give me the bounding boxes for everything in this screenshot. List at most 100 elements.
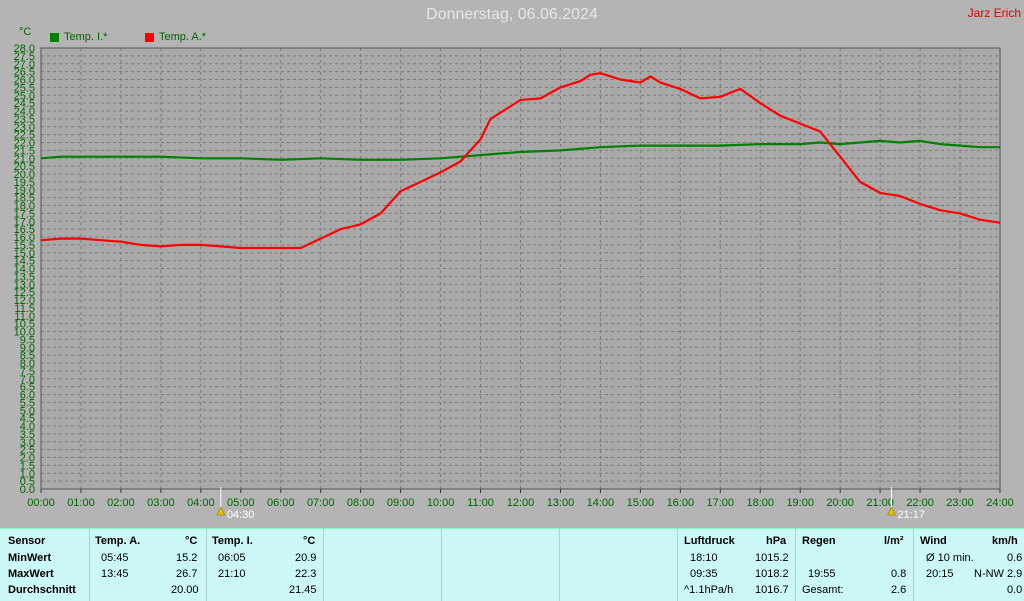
temp-a-min-value: 15.2 bbox=[176, 552, 198, 564]
header-temp-i-unit: °C bbox=[303, 535, 316, 547]
y-tick-label: 10.5 bbox=[14, 319, 35, 331]
y-tick-label: 17.0 bbox=[14, 216, 35, 228]
y-tick-label: 18.0 bbox=[14, 201, 35, 213]
x-tick-label: 07:00 bbox=[307, 497, 335, 509]
y-tick-label: 27.5 bbox=[14, 51, 35, 63]
y-tick-label: 18.5 bbox=[14, 193, 35, 205]
y-tick-label: 0.0 bbox=[20, 484, 35, 496]
x-tick-label: 19:00 bbox=[786, 497, 814, 509]
luftdruck-avg-value: 1016.7 bbox=[755, 584, 789, 596]
x-tick-label: 08:00 bbox=[347, 497, 375, 509]
y-tick-label: 1.0 bbox=[20, 468, 35, 480]
luftdruck-min-value: 1015.2 bbox=[755, 552, 789, 564]
y-tick-label: 25.5 bbox=[14, 82, 35, 94]
x-tick-label: 06:00 bbox=[267, 497, 295, 509]
y-tick-label: 19.5 bbox=[14, 177, 35, 189]
table-divider bbox=[206, 529, 207, 601]
y-tick-label: 26.5 bbox=[14, 67, 35, 79]
y-tick-label: 10.0 bbox=[14, 327, 35, 339]
y-tick-label: 22.5 bbox=[14, 130, 35, 142]
y-tick-label: 9.5 bbox=[20, 334, 35, 346]
y-tick-label: 2.0 bbox=[20, 453, 35, 465]
x-tick-label: 10:00 bbox=[427, 497, 455, 509]
x-tick-label: 17:00 bbox=[707, 497, 735, 509]
legend-swatch-green-icon bbox=[50, 32, 59, 42]
wind-max-time: 20:15 bbox=[926, 568, 954, 580]
y-tick-label: 3.0 bbox=[20, 437, 35, 449]
temp-a-avg-value: 20.00 bbox=[171, 584, 199, 596]
y-tick-label: 6.0 bbox=[20, 390, 35, 402]
row-label-max: MaxWert bbox=[8, 568, 54, 580]
header-sensor: Sensor bbox=[8, 535, 46, 547]
y-tick-label: 20.5 bbox=[14, 161, 35, 173]
legend-item-temp-a: Temp. A.* bbox=[145, 31, 206, 43]
luftdruck-trend: ^1.1hPa/h bbox=[684, 584, 734, 596]
temperature-chart: 0.00.51.01.52.02.53.03.54.04.55.05.56.06… bbox=[14, 43, 1014, 521]
y-tick-label: 12.5 bbox=[14, 287, 35, 299]
x-tick-label: 22:00 bbox=[906, 497, 934, 509]
x-tick-label: 12:00 bbox=[507, 497, 535, 509]
x-tick-label: 11:00 bbox=[467, 497, 494, 509]
legend-label-temp-i: Temp. I.* bbox=[64, 31, 108, 43]
header-regen: Regen bbox=[802, 535, 836, 547]
x-tick-label: 18:00 bbox=[746, 497, 774, 509]
author-label: Jarz Erich bbox=[967, 6, 1021, 20]
x-tick-label: 05:00 bbox=[227, 497, 255, 509]
x-tick-label: 14:00 bbox=[587, 497, 615, 509]
y-tick-label: 16.5 bbox=[14, 224, 35, 236]
header-temp-i: Temp. I. bbox=[212, 535, 253, 547]
luftdruck-max-time: 09:35 bbox=[690, 568, 718, 580]
y-tick-label: 24.0 bbox=[14, 106, 35, 118]
header-luftdruck-unit: hPa bbox=[766, 535, 787, 547]
y-tick-label: 22.0 bbox=[14, 138, 35, 150]
y-tick-label: 5.0 bbox=[20, 405, 35, 417]
wind-max-value: N-NW 2.9 bbox=[974, 568, 1023, 580]
y-tick-label: 9.0 bbox=[20, 342, 35, 354]
y-tick-label: 21.0 bbox=[14, 153, 35, 165]
y-tick-label: 7.0 bbox=[20, 374, 35, 386]
y-tick-label: 15.5 bbox=[14, 240, 35, 252]
header-regen-unit: l/m² bbox=[884, 535, 904, 547]
x-tick-label: 24:00 bbox=[986, 497, 1014, 509]
regen-total-label: Gesamt: bbox=[802, 584, 844, 596]
y-tick-label: 15.0 bbox=[14, 248, 35, 260]
y-tick-label: 23.5 bbox=[14, 114, 35, 126]
sunset-marker-time: 21:17 bbox=[897, 509, 925, 521]
table-divider bbox=[795, 529, 796, 601]
sunset-marker-icon bbox=[887, 506, 896, 516]
y-tick-label: 16.0 bbox=[14, 232, 35, 244]
header-temp-a-unit: °C bbox=[185, 535, 198, 547]
y-tick-label: 27.0 bbox=[14, 59, 35, 71]
stats-table: Sensor Temp. A. °C Temp. I. °C Luftdruck… bbox=[0, 528, 1024, 601]
y-tick-label: 0.5 bbox=[20, 476, 35, 488]
sunrise-marker-icon bbox=[216, 506, 226, 516]
regen-total-value: 2.6 bbox=[891, 584, 907, 596]
x-tick-label: 13:00 bbox=[547, 497, 575, 509]
series-line-tempi bbox=[40, 139, 1000, 161]
x-tick-label: 00:00 bbox=[27, 497, 55, 509]
wind-total-value: 0.0 bbox=[1007, 584, 1023, 596]
chart-title: Donnerstag, 06.06.2024 bbox=[426, 6, 598, 23]
y-tick-label: 25.0 bbox=[14, 90, 35, 102]
row-label-min: MinWert bbox=[8, 552, 52, 564]
y-tick-label: 28.0 bbox=[14, 43, 35, 55]
y-tick-label: 3.5 bbox=[20, 429, 35, 441]
y-tick-label: 11.0 bbox=[14, 311, 35, 323]
y-tick-label: 13.5 bbox=[14, 271, 35, 283]
y-tick-label: 26.0 bbox=[14, 75, 35, 87]
y-tick-label: 1.5 bbox=[20, 460, 35, 472]
y-tick-label: 14.0 bbox=[14, 264, 35, 276]
header-wind: Wind bbox=[920, 535, 947, 547]
y-tick-label: 5.5 bbox=[20, 397, 35, 409]
y-tick-label: 2.5 bbox=[20, 445, 35, 457]
y-tick-label: 23.0 bbox=[14, 122, 35, 134]
table-divider bbox=[677, 529, 678, 601]
x-tick-label: 16:00 bbox=[667, 497, 695, 509]
luftdruck-min-time: 18:10 bbox=[690, 552, 718, 564]
x-tick-label: 03:00 bbox=[147, 497, 175, 509]
luftdruck-max-value: 1018.2 bbox=[755, 568, 789, 580]
plot-frame bbox=[40, 47, 1001, 490]
header-luftdruck: Luftdruck bbox=[684, 535, 735, 547]
header-wind-unit: km/h bbox=[992, 535, 1018, 547]
y-axis-unit: °C bbox=[19, 26, 32, 38]
